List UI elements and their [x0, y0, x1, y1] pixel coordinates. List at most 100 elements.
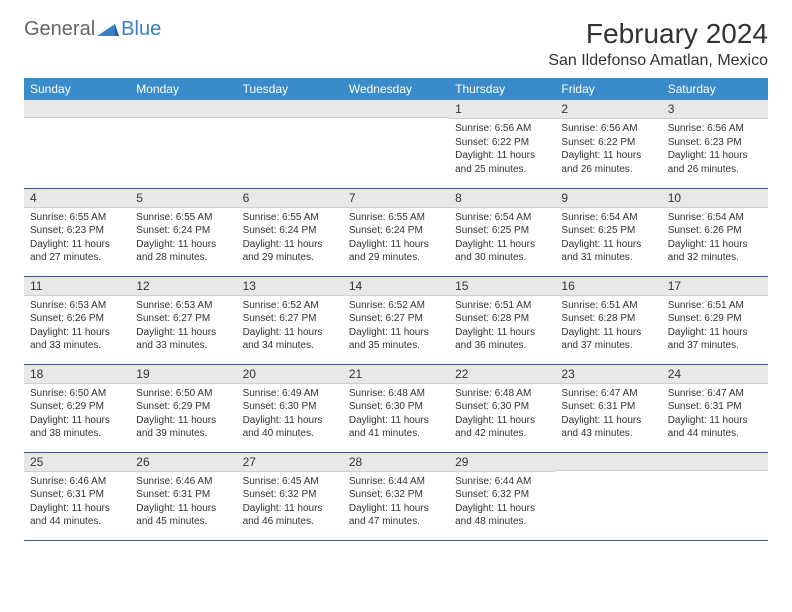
day-header: Saturday	[662, 78, 768, 100]
day-details: Sunrise: 6:45 AMSunset: 6:32 PMDaylight:…	[237, 472, 343, 532]
day-details: Sunrise: 6:50 AMSunset: 6:29 PMDaylight:…	[24, 384, 130, 444]
day-detail-line: Sunset: 6:23 PM	[668, 136, 762, 150]
day-details: Sunrise: 6:55 AMSunset: 6:24 PMDaylight:…	[130, 208, 236, 268]
day-detail-line: Sunset: 6:27 PM	[243, 312, 337, 326]
day-detail-line: Daylight: 11 hours and 41 minutes.	[349, 414, 443, 441]
day-detail-line: Daylight: 11 hours and 26 minutes.	[561, 149, 655, 176]
day-details: Sunrise: 6:51 AMSunset: 6:28 PMDaylight:…	[555, 296, 661, 356]
day-details: Sunrise: 6:51 AMSunset: 6:29 PMDaylight:…	[662, 296, 768, 356]
day-detail-line: Daylight: 11 hours and 36 minutes.	[455, 326, 549, 353]
location-subtitle: San Ildefonso Amatlan, Mexico	[548, 52, 768, 70]
day-number: 25	[24, 453, 130, 472]
day-detail-line: Daylight: 11 hours and 43 minutes.	[561, 414, 655, 441]
day-detail-line: Sunrise: 6:55 AM	[243, 211, 337, 225]
day-number: 10	[662, 189, 768, 208]
day-number: 18	[24, 365, 130, 384]
day-number: 29	[449, 453, 555, 472]
day-detail-line: Sunrise: 6:53 AM	[136, 299, 230, 313]
calendar-cell: 19Sunrise: 6:50 AMSunset: 6:29 PMDayligh…	[130, 364, 236, 452]
calendar-cell: 2Sunrise: 6:56 AMSunset: 6:22 PMDaylight…	[555, 100, 661, 188]
day-details: Sunrise: 6:44 AMSunset: 6:32 PMDaylight:…	[343, 472, 449, 532]
day-detail-line: Daylight: 11 hours and 32 minutes.	[668, 238, 762, 265]
day-number: 19	[130, 365, 236, 384]
day-details: Sunrise: 6:54 AMSunset: 6:25 PMDaylight:…	[449, 208, 555, 268]
calendar-cell: 27Sunrise: 6:45 AMSunset: 6:32 PMDayligh…	[237, 452, 343, 540]
day-number: 13	[237, 277, 343, 296]
day-detail-line: Sunset: 6:22 PM	[455, 136, 549, 150]
day-number: 5	[130, 189, 236, 208]
day-detail-line: Sunrise: 6:45 AM	[243, 475, 337, 489]
calendar-cell: 3Sunrise: 6:56 AMSunset: 6:23 PMDaylight…	[662, 100, 768, 188]
calendar-cell: 9Sunrise: 6:54 AMSunset: 6:25 PMDaylight…	[555, 188, 661, 276]
calendar-table: Sunday Monday Tuesday Wednesday Thursday…	[24, 78, 768, 541]
day-detail-line: Daylight: 11 hours and 48 minutes.	[455, 502, 549, 529]
logo-triangle-icon	[97, 22, 119, 38]
day-detail-line: Sunset: 6:29 PM	[30, 400, 124, 414]
day-number: 21	[343, 365, 449, 384]
day-detail-line: Sunrise: 6:55 AM	[30, 211, 124, 225]
day-details: Sunrise: 6:55 AMSunset: 6:24 PMDaylight:…	[343, 208, 449, 268]
day-detail-line: Sunrise: 6:52 AM	[349, 299, 443, 313]
day-details: Sunrise: 6:47 AMSunset: 6:31 PMDaylight:…	[555, 384, 661, 444]
day-detail-line: Sunset: 6:32 PM	[455, 488, 549, 502]
day-number: 7	[343, 189, 449, 208]
day-detail-line: Sunrise: 6:49 AM	[243, 387, 337, 401]
day-detail-line: Daylight: 11 hours and 26 minutes.	[668, 149, 762, 176]
calendar-cell: 12Sunrise: 6:53 AMSunset: 6:27 PMDayligh…	[130, 276, 236, 364]
title-block: February 2024 San Ildefonso Amatlan, Mex…	[548, 18, 768, 70]
day-details: Sunrise: 6:47 AMSunset: 6:31 PMDaylight:…	[662, 384, 768, 444]
calendar-cell: 17Sunrise: 6:51 AMSunset: 6:29 PMDayligh…	[662, 276, 768, 364]
calendar-week-row: 4Sunrise: 6:55 AMSunset: 6:23 PMDaylight…	[24, 188, 768, 276]
day-detail-line: Sunrise: 6:56 AM	[455, 122, 549, 136]
calendar-cell: 23Sunrise: 6:47 AMSunset: 6:31 PMDayligh…	[555, 364, 661, 452]
day-number: 27	[237, 453, 343, 472]
day-detail-line: Daylight: 11 hours and 29 minutes.	[243, 238, 337, 265]
day-detail-line: Daylight: 11 hours and 33 minutes.	[30, 326, 124, 353]
day-details: Sunrise: 6:56 AMSunset: 6:22 PMDaylight:…	[449, 119, 555, 179]
page-title: February 2024	[548, 18, 768, 50]
day-number	[130, 100, 236, 118]
day-details: Sunrise: 6:51 AMSunset: 6:28 PMDaylight:…	[449, 296, 555, 356]
day-number: 11	[24, 277, 130, 296]
day-detail-line: Daylight: 11 hours and 30 minutes.	[455, 238, 549, 265]
calendar-cell: 4Sunrise: 6:55 AMSunset: 6:23 PMDaylight…	[24, 188, 130, 276]
day-detail-line: Sunset: 6:30 PM	[349, 400, 443, 414]
day-details	[24, 118, 130, 124]
day-detail-line: Sunrise: 6:53 AM	[30, 299, 124, 313]
day-detail-line: Sunset: 6:31 PM	[561, 400, 655, 414]
logo: General Blue	[24, 18, 161, 41]
day-number: 22	[449, 365, 555, 384]
day-detail-line: Daylight: 11 hours and 34 minutes.	[243, 326, 337, 353]
calendar-cell: 24Sunrise: 6:47 AMSunset: 6:31 PMDayligh…	[662, 364, 768, 452]
day-detail-line: Sunset: 6:26 PM	[668, 224, 762, 238]
day-number: 6	[237, 189, 343, 208]
day-detail-line: Sunset: 6:29 PM	[136, 400, 230, 414]
calendar-cell: 14Sunrise: 6:52 AMSunset: 6:27 PMDayligh…	[343, 276, 449, 364]
day-detail-line: Sunset: 6:26 PM	[30, 312, 124, 326]
day-detail-line: Daylight: 11 hours and 47 minutes.	[349, 502, 443, 529]
day-details	[343, 118, 449, 124]
calendar-cell: 6Sunrise: 6:55 AMSunset: 6:24 PMDaylight…	[237, 188, 343, 276]
day-number: 14	[343, 277, 449, 296]
day-number: 16	[555, 277, 661, 296]
day-detail-line: Sunset: 6:29 PM	[668, 312, 762, 326]
day-number: 15	[449, 277, 555, 296]
day-detail-line: Sunrise: 6:50 AM	[30, 387, 124, 401]
day-header: Thursday	[449, 78, 555, 100]
calendar-week-row: 1Sunrise: 6:56 AMSunset: 6:22 PMDaylight…	[24, 100, 768, 188]
calendar-cell: 21Sunrise: 6:48 AMSunset: 6:30 PMDayligh…	[343, 364, 449, 452]
calendar-week-row: 25Sunrise: 6:46 AMSunset: 6:31 PMDayligh…	[24, 452, 768, 540]
day-detail-line: Sunrise: 6:51 AM	[455, 299, 549, 313]
calendar-cell: 11 Sunrise: 6:53 AMSunset: 6:26 PMDayligh…	[24, 276, 130, 364]
day-detail-line: Sunset: 6:31 PM	[136, 488, 230, 502]
day-details: Sunrise: 6:53 AMSunset: 6:27 PMDaylight:…	[130, 296, 236, 356]
day-detail-line: Daylight: 11 hours and 42 minutes.	[455, 414, 549, 441]
day-details	[555, 471, 661, 477]
day-detail-line: Daylight: 11 hours and 46 minutes.	[243, 502, 337, 529]
day-number: 9	[555, 189, 661, 208]
day-number: 12	[130, 277, 236, 296]
calendar-cell: 29Sunrise: 6:44 AMSunset: 6:32 PMDayligh…	[449, 452, 555, 540]
day-detail-line: Sunrise: 6:47 AM	[668, 387, 762, 401]
day-number: 20	[237, 365, 343, 384]
day-detail-line: Daylight: 11 hours and 28 minutes.	[136, 238, 230, 265]
